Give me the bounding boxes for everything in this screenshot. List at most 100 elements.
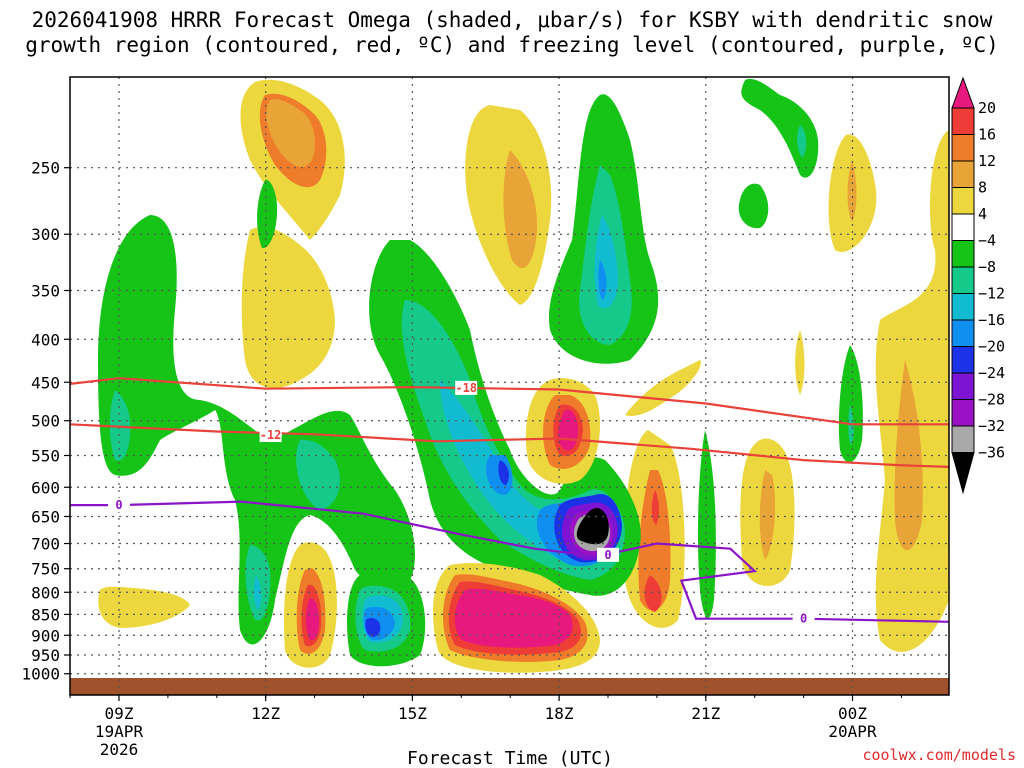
y-tick-label: 1000	[21, 665, 60, 684]
credit-link[interactable]: coolwx.com/models	[862, 746, 1016, 764]
contour-label: 0	[604, 548, 611, 562]
contour-label: -12	[260, 428, 282, 442]
contour-label: 0	[115, 498, 122, 512]
chart-title-line-1: 2026041908 HRRR Forecast Omega (shaded, …	[32, 8, 993, 32]
contour-labels: -18 -12 0 0 0	[108, 380, 815, 626]
contour-label-bg	[108, 498, 130, 513]
contour-label-bg	[259, 428, 282, 443]
colorbar-label: −20	[978, 338, 1005, 356]
colorbar: 20 16 12 8 4 −4 −8 −12 −16 −20 −24 −28 −32 −36	[951, 76, 1005, 495]
plot-frame	[69, 76, 950, 696]
contour-label-bg	[597, 547, 619, 562]
y-tick-label: 900	[31, 626, 60, 645]
y-tick-label: 800	[31, 583, 60, 602]
x-axis-title: Forecast Time (UTC)	[407, 748, 613, 768]
colorbar-swatch	[951, 346, 975, 374]
colorbar-label: −36	[978, 444, 1005, 462]
contour-label-bg	[455, 380, 478, 395]
omega-yellow-thin-21z	[625, 360, 701, 416]
omega-blue-column-18z	[598, 260, 607, 300]
colorbar-swatch	[951, 372, 975, 400]
colorbar-swatch	[951, 399, 975, 427]
colorbar-swatch	[951, 266, 975, 294]
omega-left-teal	[109, 390, 131, 461]
freezing-level-contour	[70, 500, 949, 623]
omega-band-right-core	[894, 360, 923, 550]
x-tick-label: 18Z	[545, 704, 574, 723]
chart-title-line-2: growth region (contoured, red, ºC) and f…	[25, 33, 999, 57]
omega-right-lower-core	[759, 470, 776, 560]
y-tick-label: 850	[31, 605, 60, 624]
omega-central-black	[576, 508, 609, 545]
colorbar-label: 20	[978, 99, 996, 117]
omega-left-yellow-mass	[241, 227, 335, 389]
omega-small-yellow	[795, 330, 805, 395]
colorbar-swatch	[951, 160, 975, 188]
colorbar-label: −24	[978, 364, 1005, 382]
colorbar-label: −32	[978, 417, 1005, 435]
y-tick-label: 600	[31, 478, 60, 497]
colorbar-label: −4	[978, 232, 996, 250]
x-tick-label: 15Z	[398, 704, 427, 723]
omega-yellow-left-low	[98, 586, 190, 628]
contour-label-bg	[792, 611, 815, 626]
x-tick-label: 09Z	[105, 704, 134, 723]
contour-label: 0	[800, 612, 807, 626]
colorbar-cap-top	[951, 76, 975, 109]
x-tick-year: 2026	[100, 740, 139, 759]
x-tick-label: 12Z	[251, 704, 280, 723]
x-tick-label: 00Z	[838, 704, 867, 723]
omega-upper-orange-17z	[503, 150, 538, 269]
colorbar-label: −16	[978, 311, 1005, 329]
y-tick-label: 700	[31, 535, 60, 554]
colorbar-swatch	[951, 319, 975, 347]
y-tick-label: 750	[31, 560, 60, 579]
dgz-upper-contour	[70, 377, 949, 426]
colorbar-swatch	[951, 107, 975, 135]
y-tick-label: 550	[31, 447, 60, 466]
contours	[70, 377, 949, 623]
colorbar-swatch	[951, 240, 975, 268]
omega-left-teal-2	[296, 439, 340, 510]
omega-right-green-strip	[838, 345, 863, 463]
colorbar-swatch	[951, 425, 975, 453]
omega-lower-cell-pink	[454, 588, 573, 648]
y-axis: 250 300 350 400 450 500 550 600 650 700 750 800 850 9…	[21, 159, 70, 684]
y-tick-label: 300	[31, 225, 60, 244]
omega-green-small-12z	[257, 179, 278, 249]
omega-column-20z-lower-red	[644, 575, 662, 612]
y-tick-label: 650	[31, 507, 60, 526]
ground-strip	[70, 678, 949, 695]
colorbar-swatch	[951, 134, 975, 162]
colorbar-label: 4	[978, 205, 987, 223]
omega-top-right-green	[741, 78, 819, 178]
omega-blue-cell-17z-core	[498, 460, 509, 485]
omega-shading	[98, 78, 949, 673]
colorbar-label: 16	[978, 126, 996, 144]
colorbar-label: −28	[978, 391, 1005, 409]
omega-column-20z-orange	[638, 470, 671, 611]
omega-cell-14z-blue	[365, 617, 381, 637]
y-tick-label: 350	[31, 282, 60, 301]
omega-green-thin-21z	[697, 430, 716, 619]
colorbar-label: −12	[978, 285, 1005, 303]
y-tick-label: 450	[31, 373, 60, 392]
x-tick-date: 19APR	[95, 722, 144, 741]
y-tick-label: 950	[31, 646, 60, 665]
x-tick-date: 20APR	[828, 722, 877, 741]
y-tick-label: 500	[31, 412, 60, 431]
y-tick-label: 250	[31, 159, 60, 178]
omega-left-cyan-3	[253, 575, 262, 610]
colorbar-cap-bottom	[951, 452, 975, 495]
y-tick-label: 400	[31, 330, 60, 349]
colorbar-label: −8	[978, 258, 996, 276]
omega-upper-12z-red-edge	[266, 99, 316, 167]
omega-cell-13z-pink	[305, 598, 320, 641]
colorbar-label: 12	[978, 152, 996, 170]
x-tick-label: 21Z	[691, 704, 720, 723]
colorbar-label: 8	[978, 179, 987, 197]
omega-column-20z-red	[651, 490, 659, 525]
colorbar-swatch	[951, 187, 975, 215]
